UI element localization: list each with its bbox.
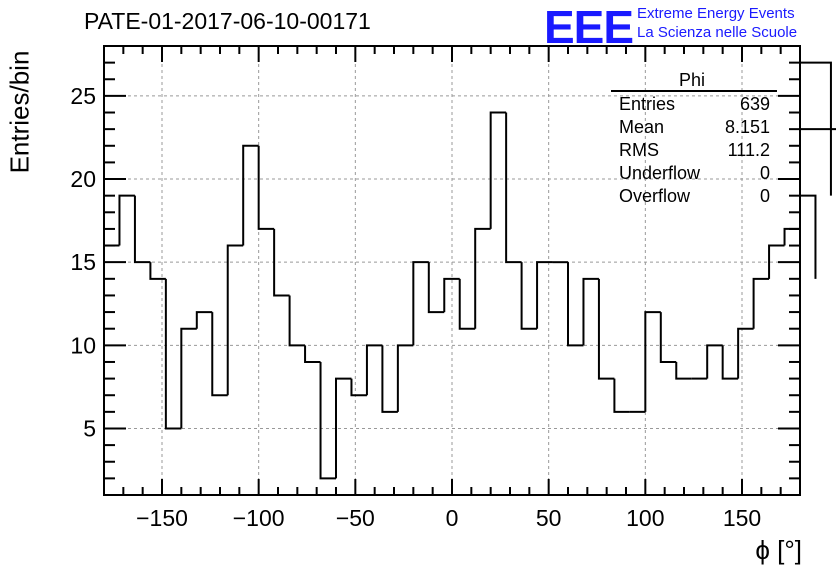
stats-label-entries: Entries <box>619 94 676 114</box>
histogram-bin <box>133 195 151 264</box>
histogram-bin <box>536 261 553 329</box>
histogram-bin <box>768 244 785 279</box>
histogram-bin <box>149 262 166 280</box>
histogram-bin <box>381 345 398 413</box>
stats-value-rms: 111.2 <box>727 140 770 160</box>
histogram-bin <box>319 361 336 480</box>
histogram-bin <box>365 344 383 396</box>
histogram-bin <box>350 378 367 397</box>
stats-label-underflow: Underflow <box>619 163 701 183</box>
histogram-bin <box>721 345 739 380</box>
y-tick-label: 20 <box>70 166 96 192</box>
y-tick-label: 25 <box>70 83 96 109</box>
histogram-bin <box>273 228 290 297</box>
x-tick-label: 0 <box>446 505 459 531</box>
histogram-bin <box>257 145 275 230</box>
histogram-bin <box>427 262 445 314</box>
histogram-bin <box>164 278 182 430</box>
x-tick-label: −50 <box>336 505 375 531</box>
histogram-bin <box>675 361 692 380</box>
histogram-bin <box>505 112 522 264</box>
histogram-bin <box>659 312 677 363</box>
histogram-bin <box>800 61 832 196</box>
histogram-bin <box>800 194 817 279</box>
histogram-bin <box>644 311 661 412</box>
histogram-bin <box>752 277 770 329</box>
histogram-bin <box>195 311 213 329</box>
histogram-bin <box>582 277 599 346</box>
grid-lines <box>104 46 800 495</box>
histogram-bin <box>226 244 244 396</box>
x-tick-label: 50 <box>536 505 562 531</box>
histogram-bin <box>443 277 460 313</box>
logo-text-line2: La Scienza nelle Scuole <box>637 24 798 41</box>
stats-value-entries: 639 <box>739 94 770 114</box>
histogram-bin <box>706 344 723 379</box>
stats-box-title: Phi <box>679 70 706 90</box>
histogram-bin <box>567 262 584 347</box>
histogram-bin <box>335 377 352 479</box>
y-tick-label: 15 <box>70 249 96 275</box>
x-tick-label: −100 <box>233 505 285 531</box>
y-axis-title: Entries/bin <box>4 50 35 174</box>
histogram-bin <box>737 327 754 379</box>
histogram-bin <box>118 194 135 246</box>
histogram-bin <box>180 327 197 429</box>
histogram-bin <box>489 111 507 229</box>
histogram-bin <box>304 345 321 363</box>
histogram-bin <box>520 262 538 330</box>
histogram-bin <box>613 378 630 413</box>
x-tick-label: −150 <box>136 505 188 531</box>
x-axis-title: ϕ [°] <box>755 535 802 565</box>
stats-label-rms: RMS <box>619 140 659 160</box>
stats-value-underflow: 0 <box>759 163 770 183</box>
histogram-bin <box>242 144 259 246</box>
chart-title: PATE-01-2017-06-10-00171 <box>84 8 371 34</box>
histogram-bin <box>396 344 414 412</box>
stats-value-mean: 8.151 <box>724 117 770 137</box>
stats-label-overflow: Overflow <box>619 186 691 206</box>
logo-text-line1: Extreme Energy Events <box>637 5 795 22</box>
histogram-bin <box>288 295 306 347</box>
x-tick-label: 100 <box>626 505 664 531</box>
stats-value-overflow: 0 <box>759 186 770 206</box>
histogram-bin <box>211 312 228 397</box>
histogram-bin <box>103 244 120 495</box>
histogram-bin <box>458 278 476 330</box>
y-tick-label: 5 <box>83 415 96 441</box>
y-tick-label: 10 <box>70 332 96 358</box>
histogram-bin <box>783 227 800 246</box>
x-tick-label: 150 <box>723 505 761 531</box>
stats-label-mean: Mean <box>619 117 665 137</box>
axis-ticks <box>104 46 800 495</box>
tick-labels: −150 −100 −50 0 50 100 150 5 10 15 20 25 <box>70 83 761 531</box>
histogram-bin <box>597 278 615 380</box>
histogram-bin <box>474 227 491 329</box>
eee-logo: EEE <box>544 1 634 53</box>
histogram-bin <box>412 261 429 346</box>
